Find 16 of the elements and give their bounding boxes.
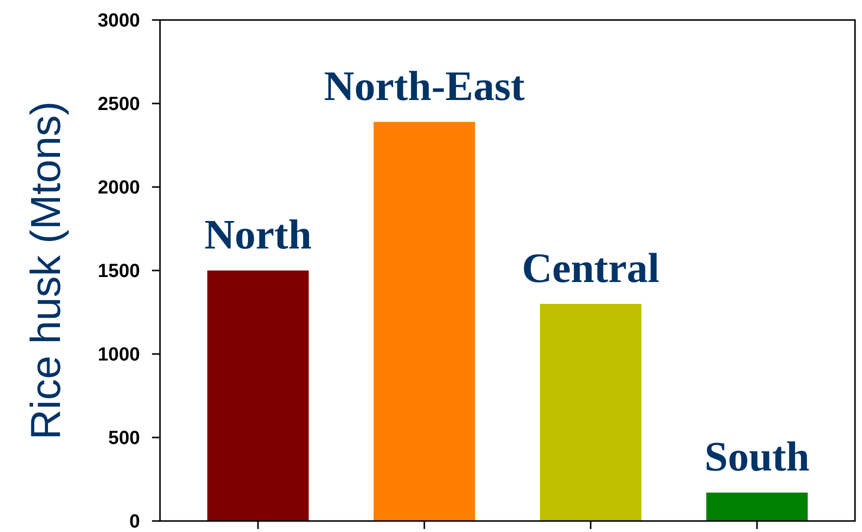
y-axis-title: Rice husk (Mtons): [22, 101, 69, 440]
y-tick-label: 2500: [98, 94, 140, 116]
x-tick-label: Central: [522, 246, 660, 292]
y-tick-label: 500: [108, 428, 140, 450]
x-tick-label: South: [704, 434, 810, 481]
y-tick-label: 1500: [98, 261, 140, 282]
y-tick-label: 3000: [98, 10, 140, 32]
bar: [374, 122, 476, 521]
bar: [207, 270, 309, 521]
y-tick-label: 2000: [98, 178, 140, 199]
y-tick-label: 1000: [98, 344, 140, 366]
x-tick-label: North-East: [324, 64, 525, 110]
x-tick-label: North: [204, 212, 312, 258]
y-tick-label: 0: [129, 512, 140, 532]
bar: [540, 304, 642, 521]
bar: [706, 492, 808, 521]
